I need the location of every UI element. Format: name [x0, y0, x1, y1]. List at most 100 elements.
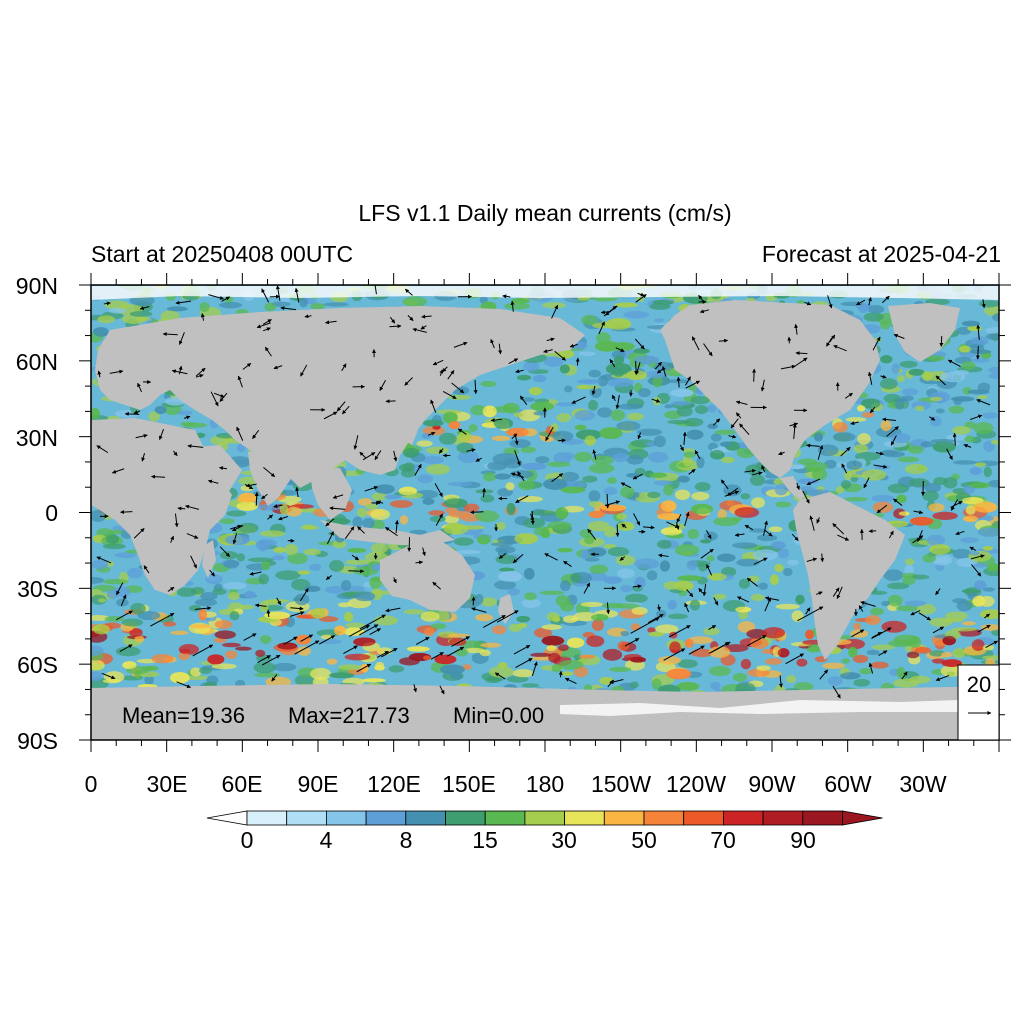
current-vector	[256, 492, 257, 506]
speed-patch	[167, 306, 188, 311]
speed-patch	[962, 321, 980, 327]
speed-patch	[480, 381, 496, 387]
speed-patch	[775, 501, 791, 507]
speed-patch	[710, 682, 721, 690]
speed-patch	[547, 462, 571, 467]
colorbar-tick-label: 30	[551, 827, 577, 853]
speed-patch	[732, 542, 757, 548]
speed-patch	[83, 577, 104, 584]
speed-patch	[401, 469, 416, 478]
speed-patch	[542, 636, 564, 646]
speed-patch	[861, 469, 886, 480]
speed-patch	[219, 518, 234, 524]
speed-patch	[846, 417, 867, 422]
speed-patch	[116, 647, 141, 657]
speed-patch	[902, 388, 918, 395]
speed-patch	[862, 412, 874, 418]
speed-patch	[970, 467, 982, 475]
speed-patch	[833, 432, 856, 441]
speed-patch	[199, 302, 209, 312]
speed-patch	[237, 502, 258, 511]
speed-patch	[762, 627, 785, 638]
speed-patch	[560, 671, 573, 675]
speed-patch	[225, 650, 237, 659]
speed-patch	[982, 655, 1007, 659]
speed-patch	[618, 404, 643, 410]
speed-patch	[841, 480, 851, 489]
speed-patch	[721, 457, 735, 463]
speed-patch	[455, 648, 468, 656]
current-vector	[178, 508, 185, 509]
speed-patch	[98, 598, 106, 602]
speed-patch	[637, 429, 662, 436]
speed-patch	[127, 568, 143, 579]
speed-patch	[607, 477, 617, 484]
speed-patch	[881, 420, 892, 431]
speed-patch	[524, 592, 536, 600]
speed-patch	[87, 660, 105, 671]
speed-patch	[741, 659, 751, 669]
speed-patch	[893, 635, 919, 646]
speed-patch	[557, 548, 572, 552]
speed-patch	[353, 638, 375, 647]
speed-patch	[905, 600, 926, 606]
speed-patch	[597, 407, 612, 417]
speed-patch	[521, 683, 539, 687]
speed-patch	[857, 405, 865, 411]
speed-patch	[240, 605, 255, 610]
speed-patch	[475, 614, 493, 621]
speed-patch	[771, 541, 786, 549]
speed-patch	[235, 647, 252, 651]
speed-patch	[720, 442, 732, 447]
speed-patch	[805, 630, 814, 640]
speed-patch	[959, 346, 971, 353]
lon-label: 120E	[367, 771, 421, 797]
speed-patch	[389, 665, 405, 672]
speed-patch	[972, 639, 985, 651]
speed-patch	[587, 547, 606, 556]
speed-patch	[986, 333, 1004, 340]
speed-patch	[963, 516, 978, 523]
speed-patch	[647, 492, 660, 499]
speed-patch	[334, 625, 346, 635]
speed-patch	[961, 361, 975, 370]
speed-patch	[949, 406, 965, 414]
speed-patch	[684, 451, 696, 458]
mean-value: Mean=19.36	[122, 703, 245, 728]
speed-patch	[399, 487, 417, 496]
speed-patch	[505, 482, 514, 490]
speed-patch	[967, 390, 989, 395]
speed-patch	[310, 303, 325, 310]
min-value: Min=0.00	[453, 703, 544, 728]
speed-patch	[675, 544, 699, 556]
lon-label: 150E	[442, 771, 496, 797]
speed-patch	[199, 609, 207, 620]
speed-patch	[518, 480, 535, 490]
speed-patch	[228, 592, 240, 600]
speed-patch	[841, 658, 849, 663]
speed-patch	[758, 583, 768, 590]
speed-patch	[540, 591, 565, 595]
speed-patch	[900, 395, 914, 401]
speed-patch	[962, 621, 976, 625]
speed-patch	[97, 315, 115, 323]
speed-patch	[880, 321, 891, 330]
speed-patch	[787, 559, 799, 565]
speed-patch	[960, 537, 979, 543]
speed-patch	[608, 547, 629, 557]
speed-patch	[634, 356, 659, 365]
speed-patch	[327, 658, 338, 664]
current-vector	[607, 494, 608, 508]
speed-patch	[833, 422, 848, 433]
speed-patch	[988, 367, 1004, 373]
speed-patch	[853, 623, 861, 630]
colorbar-tick-label: 8	[400, 827, 413, 853]
speed-patch	[630, 681, 639, 688]
lon-label: 60E	[222, 771, 263, 797]
speed-patch	[977, 395, 987, 399]
speed-patch	[514, 533, 538, 544]
statistics-annotation: Mean=19.36 Max=217.73 Min=0.00	[122, 703, 544, 728]
speed-patch	[987, 563, 999, 572]
speed-patch	[677, 476, 689, 483]
speed-patch	[930, 416, 942, 426]
